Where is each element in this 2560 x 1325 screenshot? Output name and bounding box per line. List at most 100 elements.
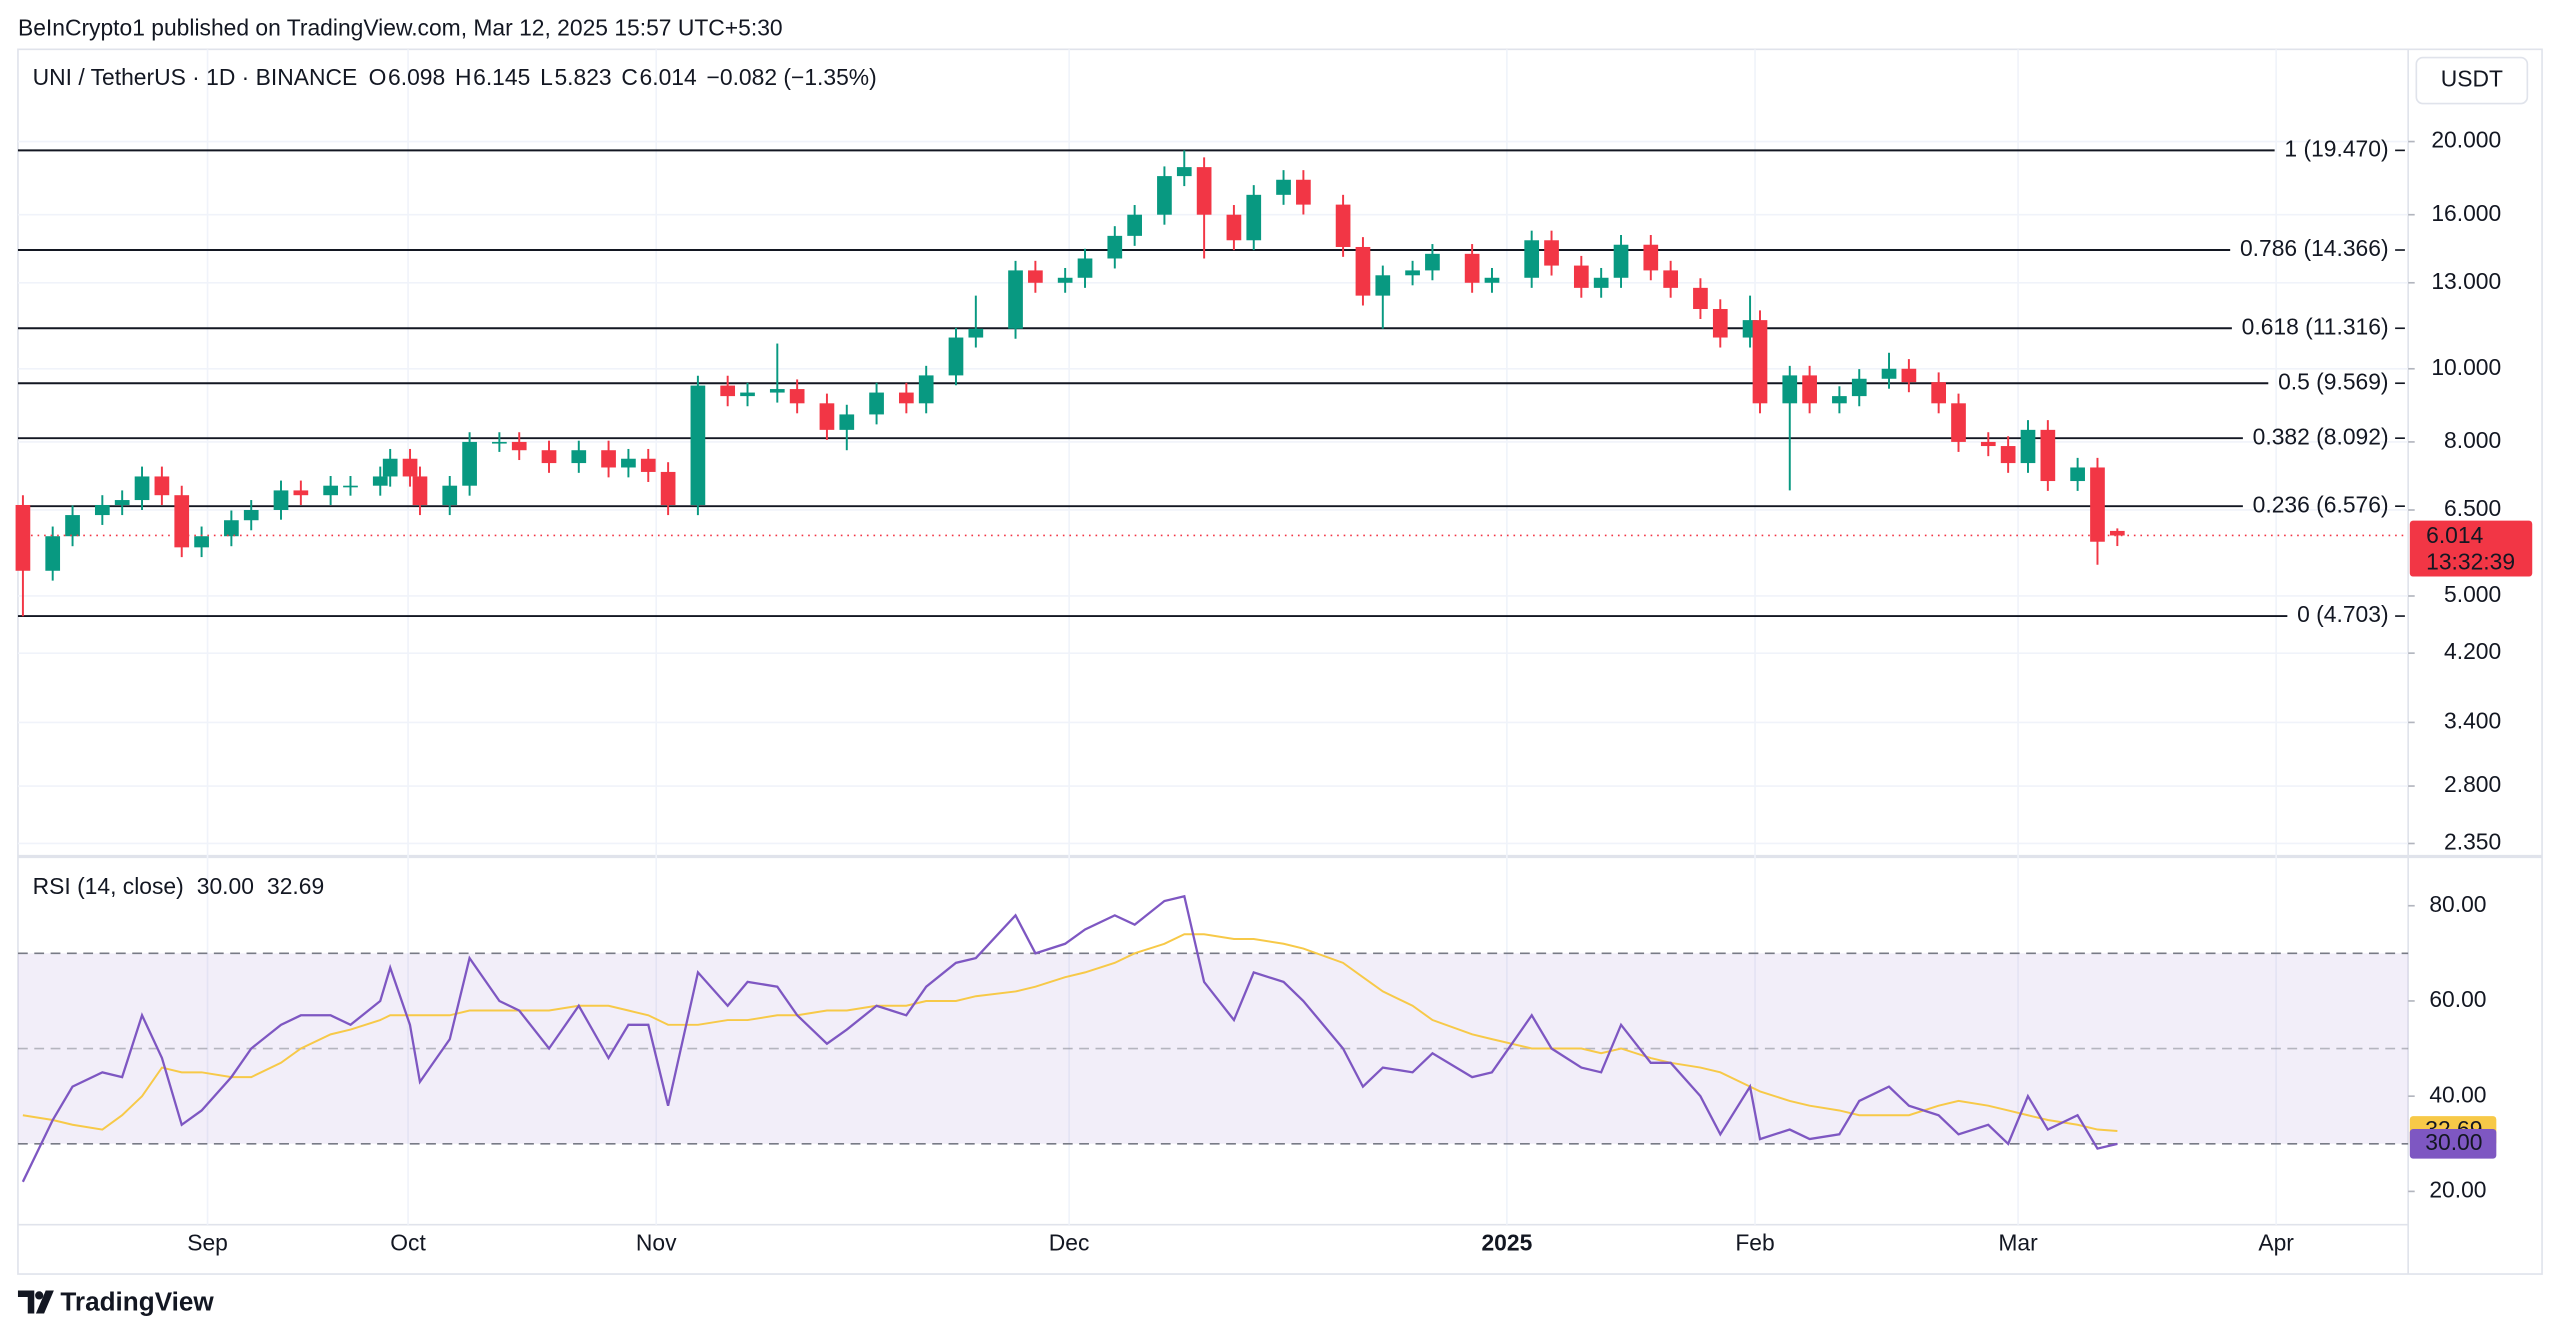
- candle-body: [65, 515, 80, 537]
- candle-body: [15, 504, 31, 571]
- candle-body: [1296, 179, 1311, 205]
- y-tick-label: 8.000: [2444, 427, 2501, 453]
- candle-body: [740, 392, 755, 397]
- currency[interactable]: USDT: [2441, 66, 2503, 92]
- candle-body: [1693, 287, 1708, 310]
- y-tick-label: 5.000: [2444, 581, 2501, 607]
- candle-body: [1425, 253, 1440, 271]
- y-tick-label: 4.200: [2444, 638, 2501, 664]
- candle-body: [1663, 270, 1679, 288]
- logo-icon: [17, 1290, 54, 1314]
- candle-body: [1276, 179, 1291, 195]
- x-tick-label: Nov: [636, 1229, 677, 1255]
- candle-body: [1226, 214, 1242, 241]
- candle-body: [1464, 253, 1480, 283]
- candle-body: [114, 500, 130, 505]
- candle-body: [1951, 403, 1966, 442]
- last-price-label: 6.014: [2426, 522, 2483, 548]
- x-tick-label: Sep: [187, 1229, 228, 1255]
- candle-body: [1484, 277, 1500, 283]
- y-tick-label: 16.000: [2431, 200, 2501, 226]
- candle-body: [1355, 246, 1371, 296]
- candle-body: [293, 490, 309, 496]
- ohlc-value: 6.098: [388, 64, 445, 90]
- candle-body: [134, 476, 150, 501]
- candle-body: [174, 495, 190, 548]
- ohlc-value: 6.145: [473, 64, 530, 90]
- y-tick-label: 20.000: [2431, 127, 2501, 153]
- rsi-tick-label: 80.00: [2429, 891, 2486, 917]
- ohlc-key: C: [621, 64, 638, 90]
- candle-body: [1881, 368, 1897, 379]
- candle-body: [462, 441, 477, 486]
- ohlc-key: L: [540, 64, 553, 90]
- candle-body: [571, 450, 587, 464]
- candle-body: [94, 504, 110, 516]
- fib-label: 0.786 (14.366): [2240, 235, 2389, 261]
- candle-body: [1980, 441, 1996, 447]
- candle-body: [323, 485, 338, 496]
- candle-body: [640, 458, 656, 472]
- candle-body: [1028, 270, 1043, 283]
- candle-body: [492, 441, 507, 444]
- chart-frame: [17, 48, 2543, 1275]
- candle-body: [1107, 235, 1123, 259]
- candle-body: [2020, 429, 2036, 464]
- candle-body: [412, 476, 428, 505]
- candle-body: [1832, 396, 1847, 404]
- candle-body: [402, 458, 418, 477]
- rsi-ma-line: [22, 933, 2118, 1133]
- candle-body: [1246, 194, 1262, 241]
- x-tick-label: Mar: [1998, 1229, 2038, 1255]
- candle-body: [1375, 275, 1391, 296]
- x-tick-label: Dec: [1049, 1229, 1090, 1255]
- candle-body: [45, 536, 61, 571]
- candle-body: [1573, 265, 1589, 288]
- candle-body: [372, 476, 388, 486]
- candle-body: [819, 403, 835, 430]
- candle-body: [343, 485, 358, 488]
- ohlc-value: 6.014: [640, 64, 697, 90]
- candle-body: [1752, 320, 1768, 404]
- fib-label: 0.382 (8.092): [2253, 423, 2389, 449]
- currency-box[interactable]: [2415, 56, 2529, 105]
- candle-body: [1176, 167, 1192, 177]
- y-tick-label: 6.500: [2444, 495, 2501, 521]
- candle-body: [968, 328, 984, 338]
- candle-body: [720, 385, 736, 397]
- countdown: 13:32:39: [2426, 548, 2515, 574]
- candle-body: [154, 476, 170, 496]
- x-tick-label: 2025: [1481, 1229, 1532, 1255]
- candle-body: [2000, 446, 2016, 464]
- candle-body: [690, 385, 706, 505]
- fib-label: 0 (4.703): [2297, 601, 2388, 627]
- fib-label: 0.618 (11.316): [2242, 313, 2389, 339]
- candle-body: [1544, 240, 1559, 266]
- y-tick-label: 10.000: [2431, 354, 2501, 380]
- candle-body: [948, 337, 964, 376]
- price-change: −0.082 (−1.35%): [707, 64, 877, 90]
- candle-body: [2040, 429, 2056, 482]
- rsi-line: [21, 894, 2118, 1183]
- candle-body: [1524, 240, 1540, 278]
- candle-body: [273, 490, 289, 510]
- x-tick-label: Feb: [1735, 1229, 1774, 1255]
- candles: [15, 150, 2125, 617]
- candle-body: [1157, 176, 1172, 215]
- candle-body: [660, 471, 676, 505]
- candle-body: [2070, 467, 2085, 482]
- candle-body: [1593, 277, 1609, 288]
- candle-body: [1782, 375, 1798, 404]
- rsi-tick-label: 40.00: [2429, 1081, 2486, 1107]
- candle-body: [1851, 378, 1867, 397]
- candle-body: [224, 520, 239, 537]
- rsi-tick-label: 20.00: [2429, 1176, 2486, 1202]
- published-note: BeInCrypto1 published on TradingView.com…: [18, 15, 783, 41]
- candle-body: [1802, 375, 1817, 404]
- candle-body: [1901, 368, 1917, 383]
- y-tick-label: 13.000: [2431, 268, 2501, 294]
- candle-body: [243, 509, 259, 521]
